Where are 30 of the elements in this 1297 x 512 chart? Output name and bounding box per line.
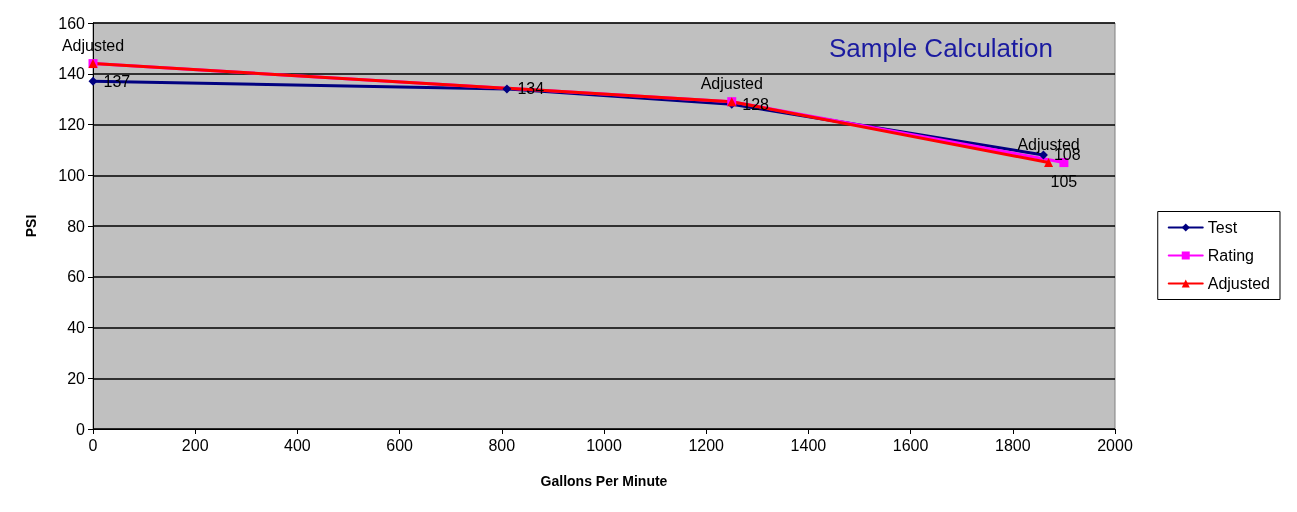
x-axis-title: Gallons Per Minute (540, 473, 668, 489)
x-tick-label: 1400 (790, 436, 827, 454)
x-tick-label: 1000 (586, 436, 622, 454)
y-axis-title: PSI (23, 214, 39, 238)
y-tick-label: 140 (58, 65, 86, 83)
y-tick-label: 80 (67, 217, 86, 235)
x-tick-label: 800 (488, 436, 516, 454)
data-label: 105 (1050, 172, 1078, 190)
x-tick-label: 200 (181, 436, 209, 454)
legend-label: Rating (1207, 247, 1254, 264)
x-tick-label: 0 (88, 436, 98, 454)
y-tick-label: 40 (67, 319, 86, 336)
data-label: Adjusted (700, 74, 763, 92)
y-tick-label: 20 (67, 369, 86, 387)
x-tick-label: 1800 (995, 436, 1031, 454)
y-tick-label: 60 (67, 268, 86, 286)
x-tick-label: 600 (386, 436, 414, 454)
y-tick-label: 100 (58, 166, 86, 184)
point (502, 84, 512, 94)
y-tick-label: 0 (76, 420, 86, 438)
y-tick-label: 160 (58, 14, 86, 32)
legend-label: Adjusted (1207, 275, 1270, 292)
x-tick-label: 400 (284, 436, 311, 454)
x-tick-label: 2000 (1097, 436, 1133, 454)
legend-label: Test (1207, 219, 1238, 236)
x-tick-label: 1600 (892, 436, 929, 454)
chart-title: Sample Calculation (828, 33, 1054, 63)
x-tick-label: 1200 (688, 436, 725, 454)
data-label: 128 (742, 95, 770, 113)
y-tick-label: 120 (58, 116, 86, 133)
